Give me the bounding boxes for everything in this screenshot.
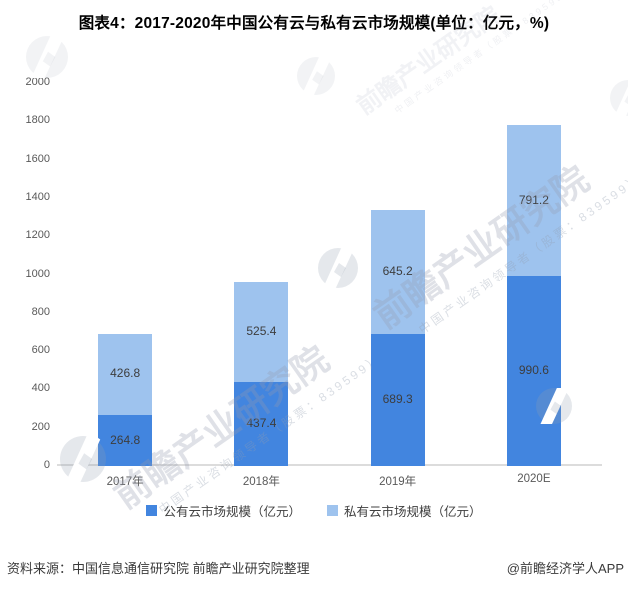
x-axis-label: 2018年 [242, 476, 280, 488]
value-label: 990.6 [518, 363, 549, 378]
bar-segment-public-cloud [506, 276, 561, 466]
value-label: 264.8 [110, 432, 141, 447]
y-axis-tick-label: 2000 [25, 76, 50, 88]
legend-label: 公有云市场规模（亿元） [163, 505, 301, 519]
bar-segment-public-cloud [98, 415, 153, 466]
y-axis-tick-label: 1200 [25, 229, 50, 242]
y-axis-tick-label: 1400 [25, 190, 50, 203]
footer-source: 资料来源：中国信息通信研究院 前瞻产业研究院整理 [7, 561, 310, 576]
y-axis-tick-label: 200 [31, 420, 50, 433]
value-label: 645.2 [382, 264, 413, 279]
legend-item: 私有云市场规模（亿元） [327, 501, 482, 520]
x-axis-label: 2019年 [379, 476, 417, 488]
value-label: 791.2 [518, 192, 549, 207]
y-axis-tick-label: 1000 [25, 267, 50, 280]
y-axis-tick-label: 1800 [25, 114, 50, 127]
y-axis-tick-label: 600 [31, 344, 50, 357]
y-axis-tick-label: 1600 [25, 152, 50, 165]
bar-segment-private-cloud [506, 124, 561, 277]
x-axis-label: 2020E [517, 473, 551, 485]
legend-label: 私有云市场规模（亿元） [344, 505, 482, 519]
y-axis-tick-label: 400 [31, 382, 50, 395]
footer-credit: @前瞻经济学人APP [506, 561, 624, 576]
page-title: 图表4：2017-2020年中国公有云与私有云市场规模(单位：亿元，%) [78, 15, 550, 32]
value-label: 689.3 [382, 391, 413, 406]
y-axis-tick-label: 800 [31, 305, 50, 318]
bar-segment-private-cloud [234, 281, 289, 383]
legend-swatch [146, 505, 158, 516]
bar-segment-private-cloud [98, 333, 153, 416]
legend-swatch [327, 505, 338, 516]
chart-legend: 公有云市场规模（亿元） 私有云市场规模（亿元） [0, 501, 628, 520]
bar-segment-public-cloud [234, 382, 289, 466]
legend-item: 公有云市场规模（亿元） [146, 501, 301, 520]
value-label: 525.4 [246, 323, 277, 338]
bar-segment-private-cloud [370, 210, 425, 334]
x-axis-label: 2017年 [106, 476, 144, 488]
value-label: 437.4 [246, 416, 277, 431]
y-axis-tick-label: 0 [43, 459, 50, 471]
value-label: 426.8 [110, 366, 141, 381]
bar-segment-public-cloud [370, 333, 425, 466]
x-axis-line [57, 464, 602, 466]
